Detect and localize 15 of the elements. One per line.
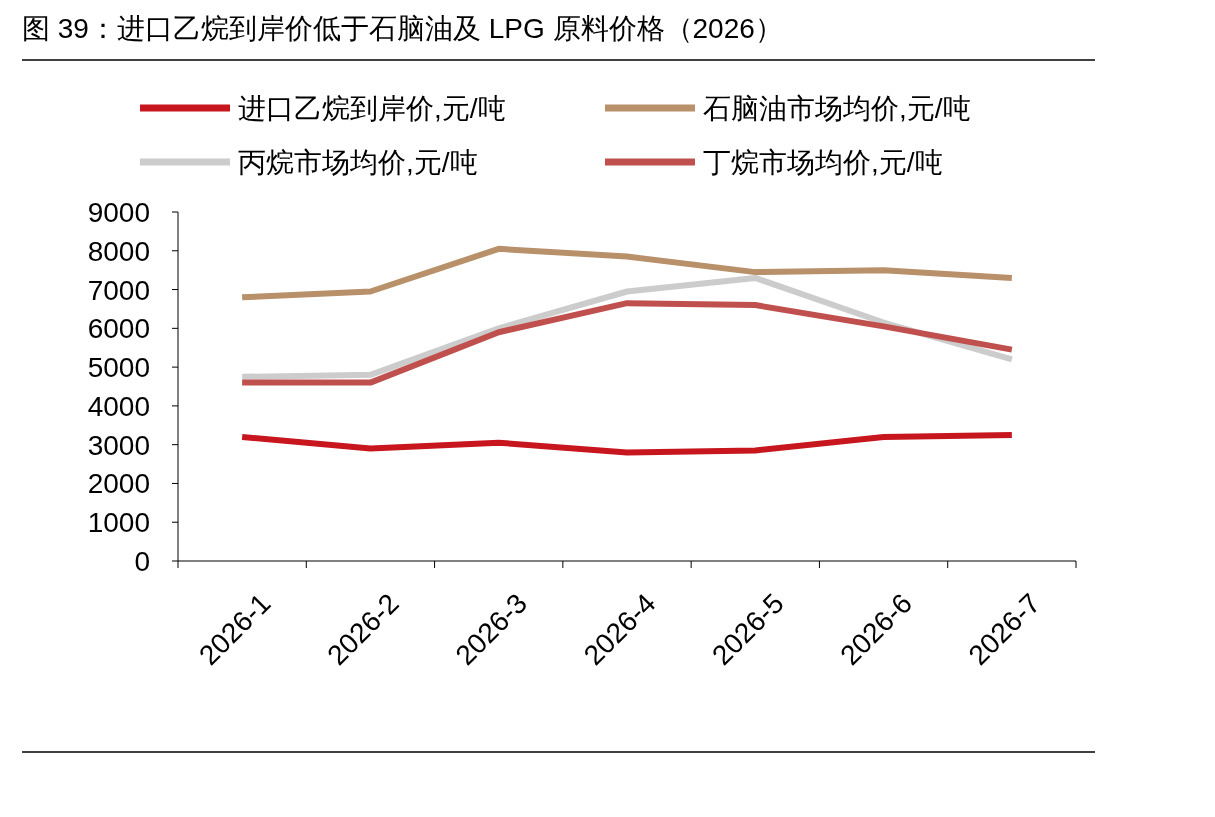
- y-tick-label: 2000: [87, 468, 150, 500]
- y-tick-label: 0: [134, 546, 150, 577]
- chart-title: 图 39：进口乙烷到岸价低于石脑油及 LPG 原料价格（2026）: [22, 13, 783, 44]
- legend-label: 丙烷市场均价,元/吨: [238, 147, 478, 178]
- y-tick-label: 6000: [87, 313, 150, 345]
- legend-label: 丁烷市场均价,元/吨: [703, 147, 943, 178]
- y-tick-label: 8000: [87, 235, 150, 267]
- y-tick-label: 9000: [87, 197, 150, 228]
- y-tick-label: 1000: [87, 507, 150, 539]
- y-tick-label: 7000: [87, 274, 150, 306]
- y-tick-label: 3000: [87, 429, 150, 461]
- y-tick-label: 5000: [87, 352, 150, 384]
- y-tick-label: 4000: [87, 390, 150, 422]
- legend-label: 石脑油市场均价,元/吨: [703, 93, 971, 124]
- legend-label: 进口乙烷到岸价,元/吨: [238, 93, 506, 124]
